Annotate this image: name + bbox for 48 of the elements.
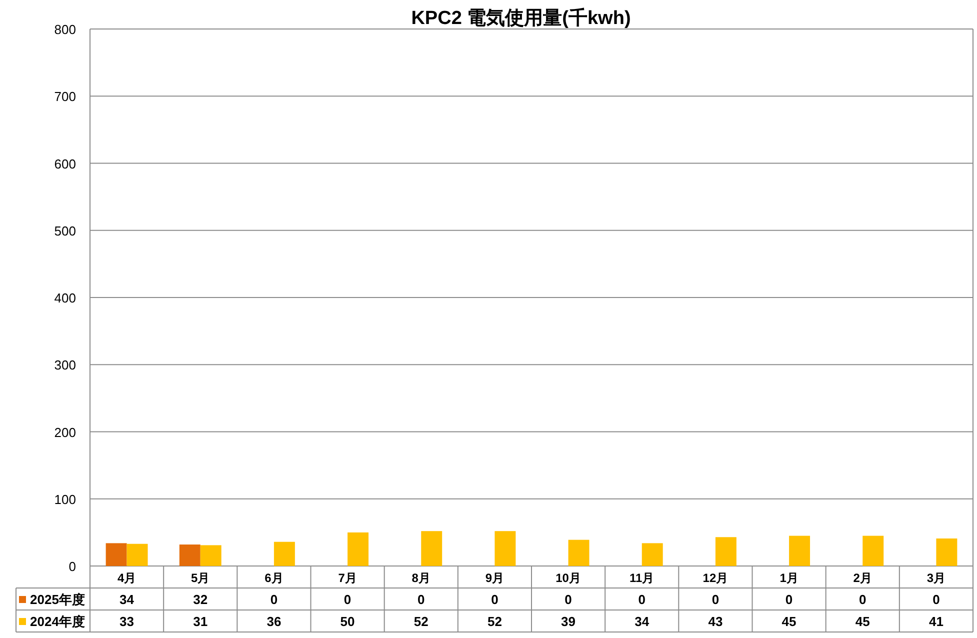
legend-label: 2025年度 (30, 592, 85, 607)
xtick: 6月 (264, 571, 284, 585)
title: KPC2 電気使用量(千kwh) (411, 8, 631, 29)
data-label: 0 (418, 592, 425, 607)
data-label: 52 (487, 614, 502, 629)
xtick: 8月 (412, 571, 430, 585)
ytick: 0 (68, 559, 76, 574)
data-label: 0 (344, 592, 352, 607)
data-label: 0 (638, 592, 646, 607)
ytick: 300 (54, 358, 76, 373)
data-label: 34 (120, 592, 134, 607)
data-label: 34 (634, 614, 650, 629)
xtick: 5月 (191, 571, 210, 585)
data-label: 32 (193, 592, 208, 607)
ytick: 500 (54, 223, 76, 238)
xtick: 2月 (853, 571, 872, 585)
xtick: 10月 (556, 571, 581, 585)
data-label: 0 (785, 592, 793, 607)
xtick: 1月 (780, 571, 798, 585)
ytick: 200 (54, 424, 76, 440)
xtick: 7月 (338, 571, 357, 585)
data-label: 45 (782, 614, 796, 629)
ytick: 400 (54, 290, 76, 306)
ytick: 700 (54, 89, 76, 104)
ytick: 800 (54, 22, 76, 37)
data-label: 39 (561, 614, 576, 629)
data-label: 33 (120, 614, 134, 629)
data-label: 41 (928, 614, 944, 629)
data-label: 50 (340, 614, 355, 629)
data-label: 36 (266, 614, 282, 629)
ytick: 100 (54, 492, 76, 507)
xtick: 12月 (702, 571, 728, 585)
legend-label: 2024年度 (30, 614, 85, 629)
data-label: 0 (491, 592, 498, 607)
data-label: 0 (932, 592, 940, 607)
data-label: 52 (414, 614, 428, 629)
ytick: 600 (54, 156, 76, 172)
data-label: 0 (859, 592, 866, 607)
data-label: 43 (708, 614, 723, 629)
data-label: 31 (193, 614, 208, 629)
xtick: 9月 (485, 571, 504, 585)
data-label: 45 (855, 614, 870, 629)
xtick: 3月 (926, 571, 946, 585)
data-label: 0 (712, 592, 720, 607)
data-label: 0 (270, 592, 278, 607)
data-label: 0 (564, 592, 572, 607)
xtick: 11月 (630, 571, 654, 585)
xtick: 4月 (117, 571, 136, 585)
